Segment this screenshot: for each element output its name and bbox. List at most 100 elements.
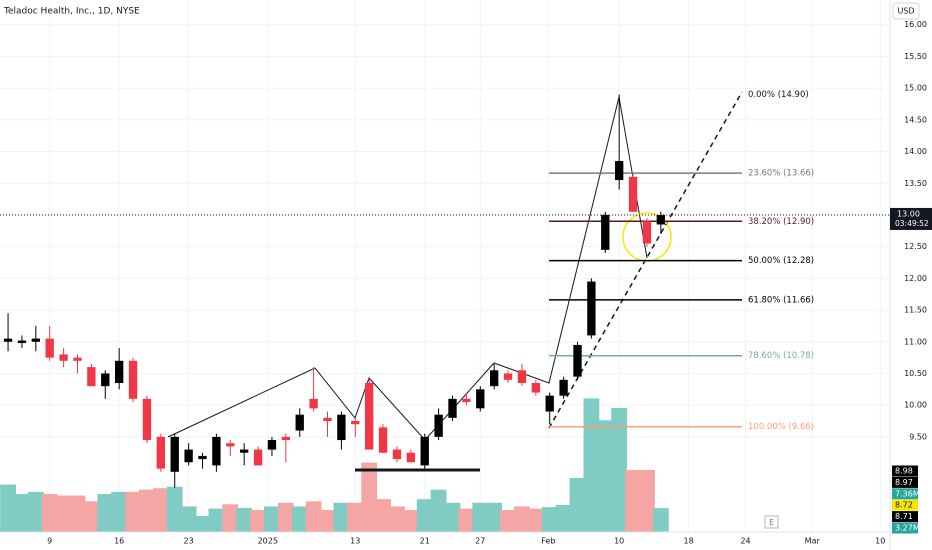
countdown: 03:49:52: [895, 219, 929, 228]
volume-bar: [486, 502, 503, 532]
candle-body: [17, 340, 27, 344]
candle-body: [476, 389, 485, 409]
x-tick-label: 16: [114, 537, 124, 546]
candle-body: [559, 379, 568, 396]
chart-title: Teladoc Health, Inc., 1D, NYSE: [3, 7, 140, 17]
fib-label: 0.00% (14.90): [748, 90, 809, 100]
x-tick-label: 10: [614, 537, 624, 546]
volume-bar: [333, 502, 350, 532]
volume-pane: [0, 398, 669, 532]
volume-bar: [97, 494, 114, 532]
scale-tag-label: 8.97: [895, 478, 913, 487]
candle-body: [587, 281, 596, 336]
volume-bar: [69, 495, 86, 532]
candle-body: [601, 214, 610, 250]
candle-body: [628, 176, 638, 212]
x-tick-label: 27: [475, 537, 485, 546]
x-tick-label: 23: [184, 537, 194, 546]
candle-body: [573, 344, 582, 377]
scale-tag-label: 8.98: [895, 467, 913, 476]
volume-bar: [611, 407, 628, 532]
candle-body: [323, 417, 332, 422]
events-icon[interactable]: [764, 515, 779, 529]
y-tick-label: 10.00: [904, 401, 927, 410]
fib-label: 38.20% (12.90): [748, 217, 814, 227]
y-tick-label: 11.50: [904, 306, 927, 315]
candle-body: [545, 395, 554, 412]
volume-bar: [625, 469, 641, 532]
volume-bar: [305, 501, 322, 532]
scale-tag: [892, 488, 918, 500]
x-tick-label: 24: [740, 537, 750, 546]
volume-bar: [555, 504, 572, 532]
candle-body: [87, 367, 96, 387]
volume-bar: [597, 420, 614, 532]
candle-body: [392, 449, 402, 460]
x-tick-label: 21: [420, 537, 430, 546]
candle-body: [448, 398, 457, 418]
volume-bar: [264, 506, 280, 532]
candle-body: [226, 443, 235, 447]
fib-label: 61.80% (11.66): [748, 295, 814, 305]
volume-bar: [14, 494, 30, 532]
y-tick-label: 16.00: [904, 20, 927, 29]
x-tick-label: Feb: [541, 537, 555, 546]
candle-body: [101, 373, 110, 387]
y-tick-label: 15.00: [904, 84, 927, 93]
candle-body: [3, 338, 13, 342]
candle-body: [170, 436, 179, 472]
volume-bar: [472, 502, 489, 532]
candle-body: [45, 338, 54, 358]
candle-body: [73, 357, 82, 361]
volume-bar: [41, 494, 58, 532]
candle-body: [184, 449, 193, 463]
candle-body: [365, 382, 374, 450]
scale-tag: [892, 522, 918, 534]
volume-bar: [639, 469, 655, 532]
volume-bar: [541, 507, 558, 532]
candle-body: [31, 338, 40, 342]
candle-body: [115, 360, 124, 383]
last-price-tag: [890, 207, 932, 230]
candle-body: [351, 421, 360, 425]
y-tick-label: 12.00: [904, 274, 927, 283]
volume-bar: [583, 398, 600, 532]
volume-bar: [139, 489, 155, 532]
volume-bar: [0, 484, 16, 532]
volume-bar: [208, 508, 225, 532]
last-price-label: 13.00: [897, 209, 920, 218]
volume-bar: [416, 499, 433, 532]
volume-bar: [347, 502, 364, 532]
fib-label: 50.00% (12.28): [748, 256, 814, 266]
scale-tag-label: 7.36M: [895, 489, 920, 498]
candle-body: [406, 452, 415, 463]
volume-bar: [319, 510, 336, 532]
x-tick-label: Mar: [805, 537, 821, 546]
volume-bar: [389, 506, 405, 532]
candle-body: [337, 414, 346, 441]
volume-bar: [361, 462, 378, 532]
scale-tag: [892, 511, 918, 523]
volume-bar: [444, 502, 461, 532]
candle-body: [253, 449, 263, 466]
x-tick-label: 18: [684, 537, 694, 546]
candle-body: [531, 382, 540, 393]
volume-bar: [527, 508, 544, 532]
x-tick-label: 2025: [258, 537, 278, 546]
candle-body: [378, 427, 388, 453]
volume-bar: [27, 491, 44, 532]
scale-tag: [892, 465, 918, 477]
x-tick-label: 13: [350, 537, 360, 546]
currency-box[interactable]: [892, 2, 920, 20]
volume-bar: [652, 508, 669, 532]
volume-bar: [111, 491, 128, 532]
y-tick-label: 14.00: [904, 147, 927, 156]
volume-bar: [458, 508, 475, 532]
events-icon-label: E: [769, 518, 774, 527]
volume-bar: [569, 477, 586, 532]
volume-bar: [222, 504, 239, 532]
candle-body: [615, 161, 624, 181]
